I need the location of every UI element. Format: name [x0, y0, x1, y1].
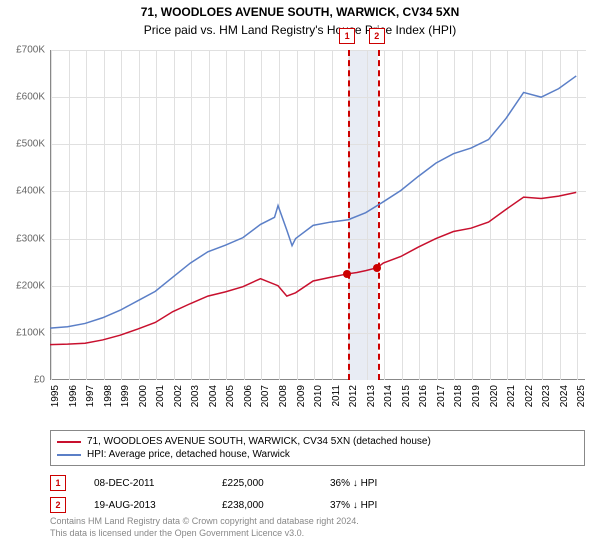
x-axis-label: 2020 [489, 385, 500, 407]
series-hpi [50, 76, 576, 328]
x-axis-label: 2008 [278, 385, 289, 407]
x-axis-label: 2014 [383, 385, 394, 407]
sale-row: 2 19-AUG-2013 £238,000 37% ↓ HPI [50, 494, 585, 516]
x-axis-label: 2001 [155, 385, 166, 407]
sale-delta: 37% ↓ HPI [330, 500, 377, 511]
legend-label: 71, WOODLOES AVENUE SOUTH, WARWICK, CV34… [87, 436, 431, 447]
y-axis-label: £600K [16, 92, 45, 103]
legend-item: HPI: Average price, detached house, Warw… [57, 448, 578, 461]
x-axis-label: 2000 [138, 385, 149, 407]
x-axis-label: 2024 [559, 385, 570, 407]
y-axis-label: £500K [16, 139, 45, 150]
x-axis-label: 2013 [366, 385, 377, 407]
y-axis-label: £0 [34, 375, 45, 386]
x-axis-label: 2022 [524, 385, 535, 407]
x-axis-label: 2025 [576, 385, 587, 407]
x-axis-label: 2002 [173, 385, 184, 407]
legend-label: HPI: Average price, detached house, Warw… [87, 449, 290, 460]
copyright-notice: Contains HM Land Registry data © Crown c… [50, 516, 359, 539]
sale-marker-dot [343, 270, 351, 278]
x-axis-label: 2009 [296, 385, 307, 407]
sale-marker-dot [373, 264, 381, 272]
series-price_paid [50, 192, 576, 344]
y-axis-label: £700K [16, 45, 45, 56]
x-axis-label: 2012 [348, 385, 359, 407]
sale-marker-badge: 2 [369, 28, 385, 44]
sale-row-marker: 1 [50, 475, 66, 491]
x-axis-label: 1999 [120, 385, 131, 407]
x-axis-label: 1998 [103, 385, 114, 407]
sale-row: 1 08-DEC-2011 £225,000 36% ↓ HPI [50, 472, 585, 494]
legend-swatch [57, 454, 81, 456]
x-axis-label: 1997 [85, 385, 96, 407]
x-axis-label: 2010 [313, 385, 324, 407]
x-axis-label: 2005 [225, 385, 236, 407]
y-axis-label: £400K [16, 186, 45, 197]
sale-price: £225,000 [222, 478, 302, 489]
sale-marker-badge: 1 [339, 28, 355, 44]
x-axis-label: 2021 [506, 385, 517, 407]
chart-legend: 71, WOODLOES AVENUE SOUTH, WARWICK, CV34… [50, 430, 585, 466]
x-axis-label: 2004 [208, 385, 219, 407]
x-axis-label: 1996 [68, 385, 79, 407]
page-title: 71, WOODLOES AVENUE SOUTH, WARWICK, CV34… [0, 0, 600, 21]
sales-table: 1 08-DEC-2011 £225,000 36% ↓ HPI 2 19-AUG-201… [50, 472, 585, 516]
x-axis-label: 1995 [50, 385, 61, 407]
x-axis-label: 2016 [418, 385, 429, 407]
sale-date: 08-DEC-2011 [94, 478, 194, 489]
x-axis-label: 2003 [190, 385, 201, 407]
sale-delta: 36% ↓ HPI [330, 478, 377, 489]
x-axis-label: 2007 [260, 385, 271, 407]
x-axis-label: 2011 [331, 385, 342, 407]
x-axis-label: 2019 [471, 385, 482, 407]
sale-date: 19-AUG-2013 [94, 500, 194, 511]
legend-swatch [57, 441, 81, 443]
sale-price: £238,000 [222, 500, 302, 511]
x-axis-label: 2018 [453, 385, 464, 407]
x-axis-label: 2015 [401, 385, 412, 407]
x-axis-label: 2006 [243, 385, 254, 407]
y-axis-label: £100K [16, 327, 45, 338]
legend-item: 71, WOODLOES AVENUE SOUTH, WARWICK, CV34… [57, 435, 578, 448]
page-subtitle: Price paid vs. HM Land Registry's House … [0, 21, 600, 37]
y-axis-label: £200K [16, 280, 45, 291]
x-axis-label: 2017 [436, 385, 447, 407]
y-axis-label: £300K [16, 233, 45, 244]
sale-row-marker: 2 [50, 497, 66, 513]
price-chart: £0£100K£200K£300K£400K£500K£600K£700K199… [50, 50, 585, 380]
x-axis-label: 2023 [541, 385, 552, 407]
